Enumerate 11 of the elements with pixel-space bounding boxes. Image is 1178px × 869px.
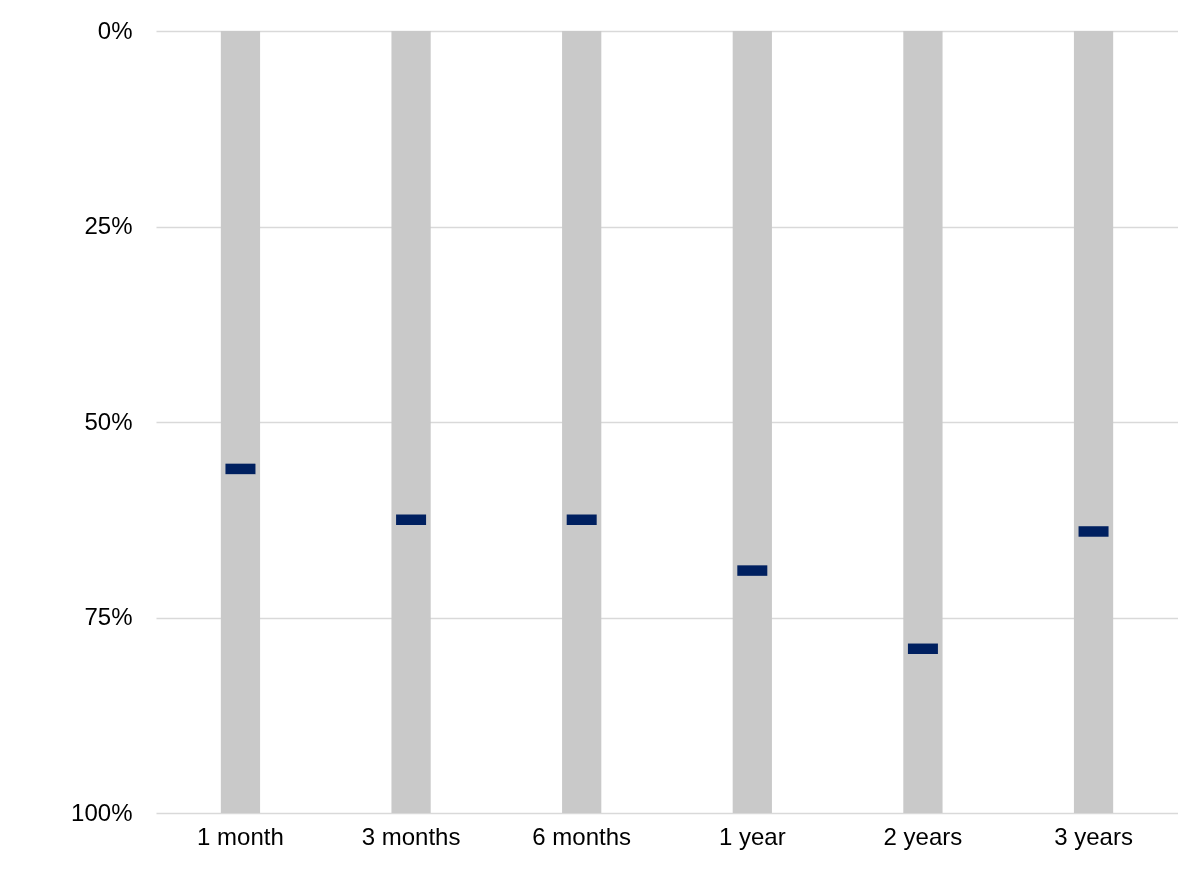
x-tick-label: 3 months	[361, 822, 461, 850]
y-tick-label: 25%	[84, 212, 133, 239]
x-tick-label: 2 years	[883, 822, 963, 850]
x-tick-label: 1 year	[718, 822, 786, 850]
y-tick-label: 75%	[84, 603, 133, 630]
x-tick-label: 1 month	[197, 822, 284, 850]
y-tick-label: 50%	[84, 407, 133, 435]
y-tick-label: 0%	[97, 16, 133, 44]
x-tick-label: 6 months	[532, 822, 632, 850]
y-tick-label: 100%	[71, 798, 133, 826]
x-tick-label: 3 years	[1054, 822, 1133, 850]
